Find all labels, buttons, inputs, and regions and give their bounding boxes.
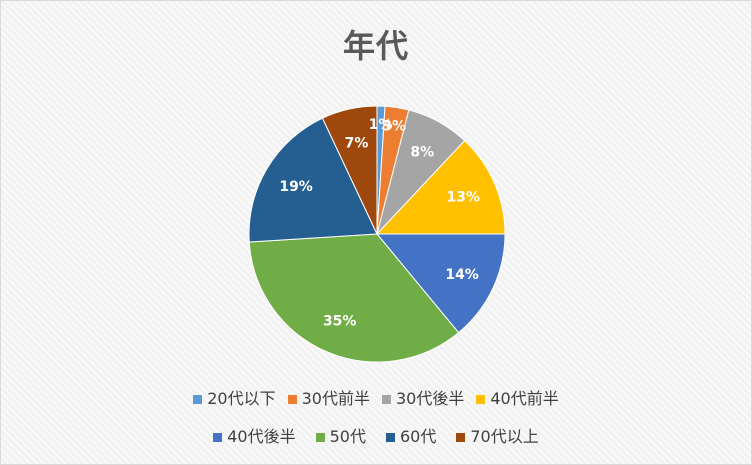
legend-swatch (193, 394, 203, 404)
legend-label: 70代以上 (470, 427, 539, 446)
legend-swatch (287, 394, 297, 404)
legend-label: 40代前半 (490, 389, 559, 408)
pie-slice (321, 105, 378, 235)
legend-row-1: 20代以下 30代前半 30代後半 40代前半 (1, 389, 751, 409)
pie-slice (375, 233, 506, 334)
data-label: 13% (447, 190, 481, 206)
data-label: 7% (345, 135, 369, 151)
data-label: 3% (382, 118, 406, 134)
legend-item: 40代後半 (213, 427, 296, 447)
legend-item: 40代前半 (476, 389, 559, 409)
legend-item: 20代以下 (193, 389, 276, 409)
legend-swatch (476, 394, 486, 404)
legend-label: 20代以下 (207, 389, 276, 408)
data-label: 14% (445, 267, 479, 283)
legend-item: 60代 (386, 427, 436, 447)
data-labels: 1%3%8% 13% 14% 35% 19% 7% (279, 117, 480, 329)
legend-label: 50代 (329, 427, 366, 446)
legend-swatch (386, 432, 395, 442)
data-label: 35% (323, 313, 357, 329)
legend-swatch (456, 432, 466, 442)
legend-swatch (315, 432, 325, 442)
legend-label: 30代前半 (301, 389, 370, 408)
legend-swatch (213, 432, 223, 442)
legend-item: 70代以上 (456, 427, 539, 447)
data-label: 1% (369, 117, 393, 133)
legend-item: 30代前半 (287, 389, 370, 409)
legend-label: 40代後半 (227, 427, 296, 446)
legend-label: 60代 (400, 427, 437, 446)
pie-slice (248, 233, 460, 363)
pie-slice (375, 139, 506, 235)
legend-item: 30代後半 (382, 389, 464, 409)
legend-swatch (382, 394, 391, 404)
pie-slices (248, 105, 506, 363)
data-label: 19% (279, 179, 313, 195)
data-label: 8% (410, 145, 434, 161)
legend-row-2: 40代後半 50代 60代 70代以上 (1, 427, 751, 447)
chart-title: 年代 (342, 27, 409, 65)
legend-item: 50代 (315, 427, 366, 447)
pie-slice (248, 117, 378, 243)
legend-label: 30代後半 (396, 389, 465, 408)
